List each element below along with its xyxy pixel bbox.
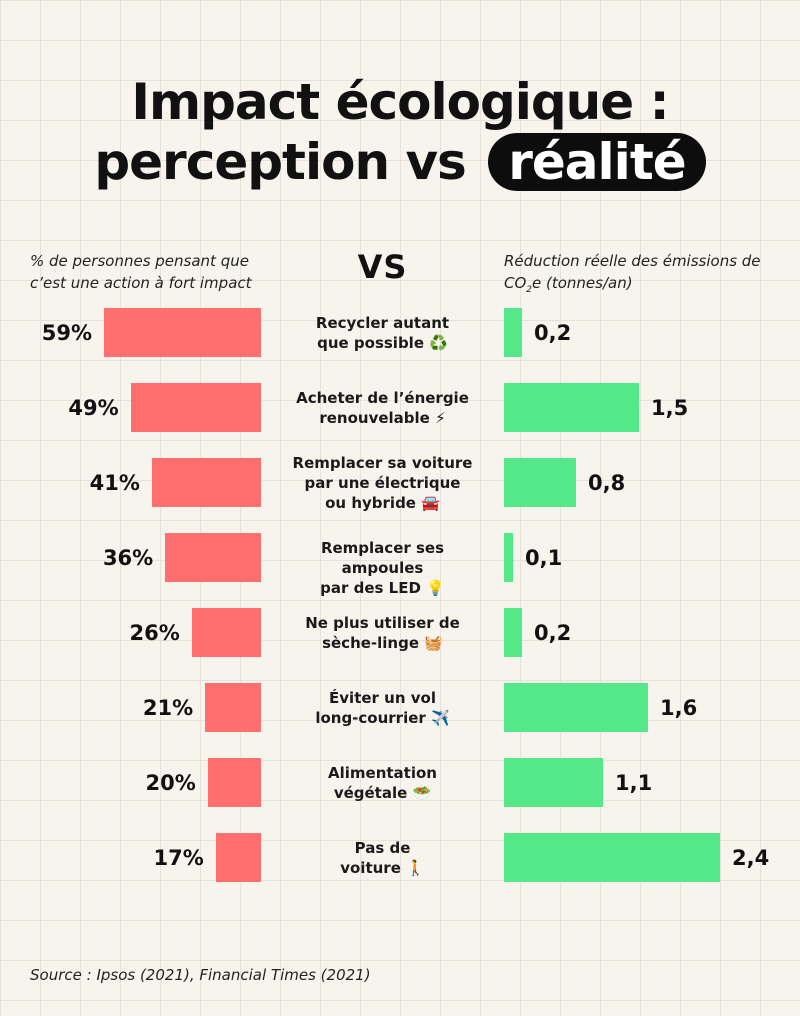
title-line-1: Impact écologique : xyxy=(131,73,669,131)
action-label: Ne plus utiliser de sèche-linge 🧺 xyxy=(280,613,485,653)
reality-bar xyxy=(504,833,720,882)
perception-bar xyxy=(151,458,261,507)
perception-bar xyxy=(165,533,261,582)
perception-value-label: 26% xyxy=(129,620,180,645)
perception-value-label: 17% xyxy=(153,845,204,870)
perception-value-label: 21% xyxy=(142,695,194,720)
reality-bar xyxy=(504,308,522,357)
perception-value-label: 59% xyxy=(41,320,92,345)
perception-bar xyxy=(191,608,261,657)
reality-bar xyxy=(504,608,522,657)
reality-value-label: 0,8 xyxy=(588,470,626,495)
perception-value-label: 20% xyxy=(145,770,196,795)
perception-bar xyxy=(215,833,261,882)
action-label-line: Pas de xyxy=(354,838,411,857)
action-label-line: Remplacer sa voiture xyxy=(292,453,473,472)
reality-header-text: Réduction réelle des émissions de CO xyxy=(504,252,761,292)
title-highlight-pill: réalité xyxy=(488,133,706,191)
action-label: Alimentation végétale 🥗 xyxy=(280,763,485,803)
reality-value-label: 0,2 xyxy=(534,620,572,645)
action-label-line: ou hybride 🚘 xyxy=(325,493,440,512)
reality-bar xyxy=(504,383,639,432)
action-label: Remplacer sa voiture par une électrique ou… xyxy=(280,453,485,513)
action-label-line: voiture 🚶 xyxy=(340,858,425,877)
action-label-line: Remplacer ses ampoules xyxy=(320,538,445,577)
reality-value-label: 2,4 xyxy=(732,845,770,870)
perception-header: % de personnes pensant que c’est une act… xyxy=(30,252,252,292)
source-note: Source : Ipsos (2021), Financial Times (… xyxy=(30,966,371,984)
reality-bar xyxy=(504,683,648,732)
action-label: Pas de voiture 🚶 xyxy=(280,838,485,878)
action-label-line: que possible ♻️ xyxy=(317,333,448,352)
perception-value-label: 41% xyxy=(89,470,140,495)
perception-bar xyxy=(205,683,261,732)
title-line-2: perception vs réalité xyxy=(0,132,800,192)
action-label: Acheter de l’énergie renouvelable ⚡ xyxy=(280,388,485,428)
title-prefix: perception vs xyxy=(94,133,466,191)
vs-label: VS xyxy=(357,248,408,286)
action-label-line: par une électrique xyxy=(304,473,461,492)
perception-bar xyxy=(104,308,261,357)
action-label: Remplacer ses ampoules par des LED 💡 xyxy=(280,538,485,598)
reality-header: Réduction réelle des émissions de CO2e (… xyxy=(504,250,774,301)
reality-bar xyxy=(504,758,603,807)
action-label-line: Éviter un vol xyxy=(329,688,436,707)
action-label-line: long-courrier ✈️ xyxy=(315,708,450,727)
reality-header-suffix: e (tonnes/an) xyxy=(532,274,633,292)
action-label-line: Acheter de l’énergie xyxy=(296,388,469,407)
action-label: Recycler autant que possible ♻️ xyxy=(280,313,485,353)
action-label-line: renouvelable ⚡ xyxy=(319,408,446,427)
action-label-line: sèche-linge 🧺 xyxy=(322,633,443,652)
action-label-line: Alimentation xyxy=(328,763,437,782)
reality-value-label: 1,6 xyxy=(660,695,698,720)
perception-bar xyxy=(207,758,261,807)
action-label-line: végétale 🥗 xyxy=(333,783,432,802)
action-label-line: Recycler autant xyxy=(315,313,450,332)
reality-value-label: 1,5 xyxy=(651,395,689,420)
reality-value-label: 0,1 xyxy=(525,545,563,570)
perception-value-label: 49% xyxy=(68,395,119,420)
reality-value-label: 0,2 xyxy=(534,320,572,345)
perception-bar xyxy=(130,383,261,432)
reality-bar xyxy=(504,533,513,582)
action-label-line: Ne plus utiliser de xyxy=(305,613,460,632)
action-label: Éviter un vol long-courrier ✈️ xyxy=(280,688,485,728)
reality-header-subscript: 2 xyxy=(526,285,533,295)
perception-value-label: 36% xyxy=(102,545,154,570)
action-label-line: par des LED 💡 xyxy=(320,578,445,597)
reality-value-label: 1,1 xyxy=(615,770,653,795)
reality-bar xyxy=(504,458,576,507)
